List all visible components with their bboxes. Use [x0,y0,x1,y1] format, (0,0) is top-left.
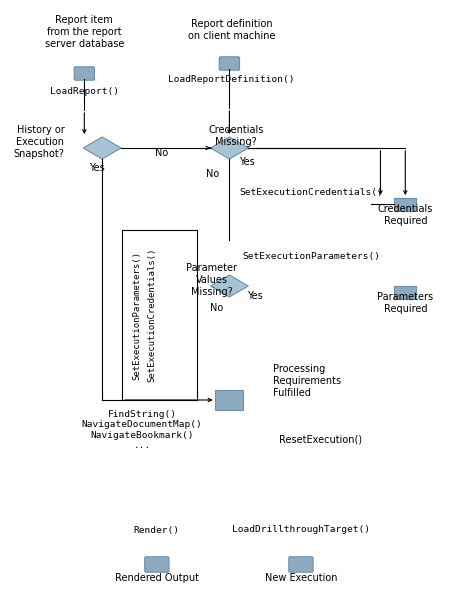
Bar [393,286,415,299]
Text: Yes: Yes [89,163,105,173]
Bar [393,198,415,211]
Text: LoadDrillthroughTarget(): LoadDrillthroughTarget() [231,526,369,535]
Polygon shape [210,137,248,159]
Polygon shape [83,137,121,159]
Text: No: No [155,148,168,158]
Polygon shape [210,275,248,297]
Bar [215,390,243,410]
Text: No: No [210,303,223,313]
Text: Credentials
Missing?: Credentials Missing? [208,125,263,147]
Text: Yes: Yes [239,157,254,167]
Text: Credentials
Required: Credentials Required [377,204,432,226]
Text: Report definition
on client machine: Report definition on client machine [187,19,275,41]
FancyBboxPatch shape [288,557,313,572]
Text: New Execution: New Execution [264,573,336,583]
FancyBboxPatch shape [144,557,169,572]
Text: Render(): Render() [133,526,179,535]
Text: Processing
Requirements
Fulfilled: Processing Requirements Fulfilled [272,364,341,397]
FancyBboxPatch shape [219,57,239,70]
Text: Parameters
Required: Parameters Required [377,292,433,314]
Text: SetExecutionParameters(): SetExecutionParameters() [241,252,379,261]
Text: SetExecutionCredentials(): SetExecutionCredentials() [147,248,156,382]
Text: LoadReport(): LoadReport() [50,87,119,96]
FancyBboxPatch shape [74,67,94,80]
Text: FindString()
NavigateDocumentMap()
NavigateBookmark()
...: FindString() NavigateDocumentMap() Navig… [81,410,202,450]
Text: LoadReportDefinition(): LoadReportDefinition() [168,75,294,84]
Text: ResetExecution(): ResetExecution() [279,435,362,445]
Text: History or
Execution
Snapshot?: History or Execution Snapshot? [14,125,64,158]
Text: Rendered Output: Rendered Output [115,573,198,583]
Text: Report item
from the report
server database: Report item from the report server datab… [45,16,124,49]
Text: Parameter
Values
Missing?: Parameter Values Missing? [186,264,236,297]
Text: SetExecutionCredentials(): SetExecutionCredentials() [239,187,382,196]
Text: No: No [206,169,219,179]
Bar [122,230,196,400]
Text: Yes: Yes [247,291,262,301]
Text: SetExecutionParameters(): SetExecutionParameters() [132,250,141,379]
